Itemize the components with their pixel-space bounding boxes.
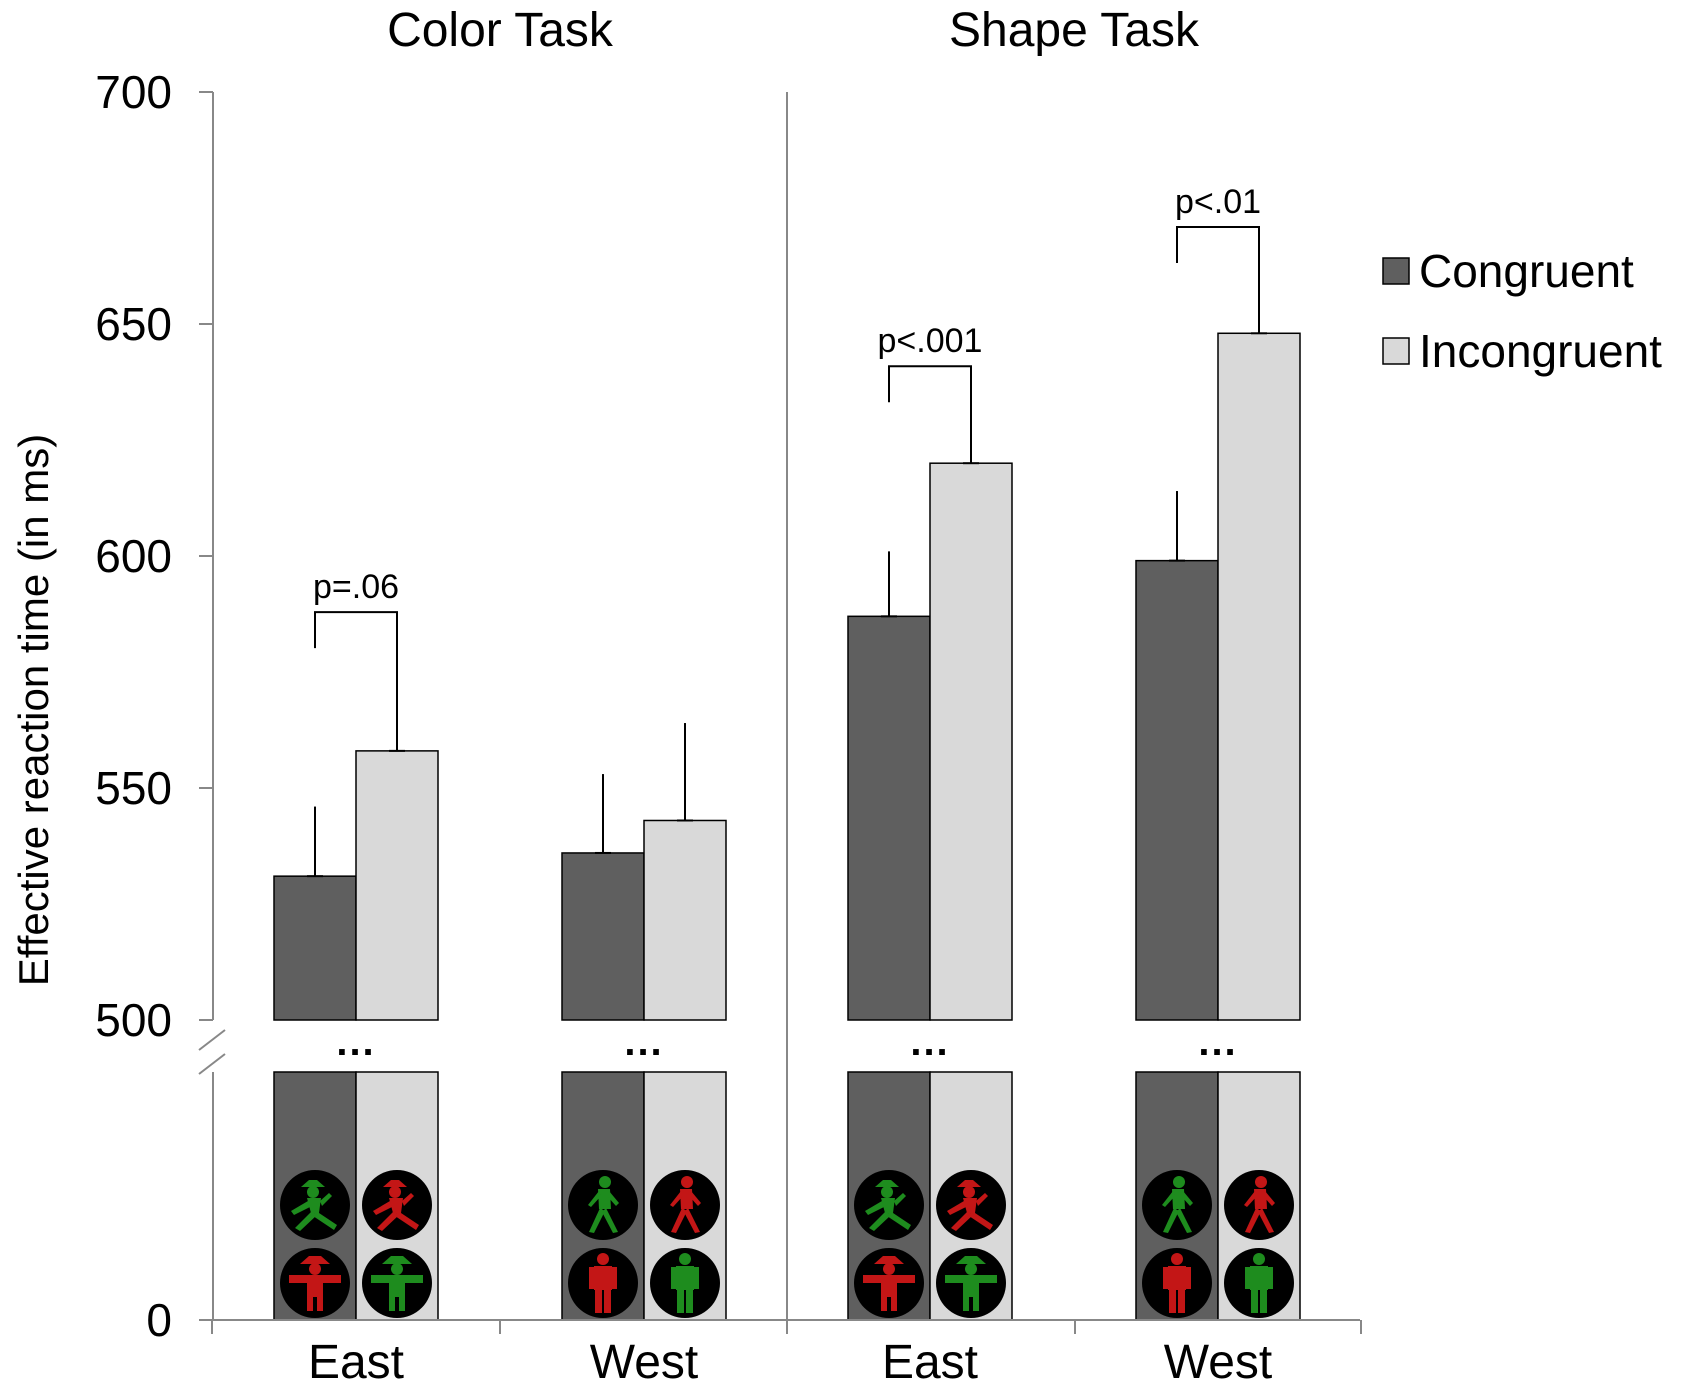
bar-1-1-0 [1135, 559, 1219, 1021]
bar-0-1-1 [643, 819, 727, 1021]
stand-red-icon-1-0 [854, 1248, 924, 1318]
y-tick-label-1: 500 [95, 994, 172, 1046]
stand-green-icon-1-0 [936, 1248, 1006, 1318]
break-dots-0-0: ... [336, 1020, 375, 1064]
legend-label-1: Incongruent [1419, 325, 1662, 377]
category-label-0-1: West [590, 1336, 698, 1385]
y-tick-label-2: 550 [95, 762, 172, 814]
legend-swatch-0 [1382, 257, 1410, 285]
break-dots-1-1: ... [1198, 1020, 1237, 1064]
significance-bracket-0-0 [314, 611, 398, 649]
significance-bracket-1-0 [888, 365, 972, 403]
y-tick-label-4: 650 [95, 298, 172, 350]
break-dots-0-1: ... [624, 1020, 663, 1064]
bar-1-0-1 [929, 462, 1013, 1021]
axis-break-mark-1 [198, 1029, 226, 1051]
legend-swatch-1 [1382, 337, 1410, 365]
stand-red-icon-0-1 [568, 1248, 638, 1318]
walk-green-icon-1-1 [1142, 1170, 1212, 1240]
significance-bracket-1-1 [1176, 226, 1260, 264]
walk-green-icon-0-0 [280, 1170, 350, 1240]
bar-0-0-0 [273, 875, 357, 1021]
significance-label-1-1: p<.01 [1175, 183, 1261, 221]
walk-green-icon-0-1 [568, 1170, 638, 1240]
bar-1-1-1 [1217, 332, 1301, 1021]
stand-red-icon-1-1 [1142, 1248, 1212, 1318]
axis-break-mark-2 [198, 1053, 226, 1075]
break-dots-1-0: ... [910, 1020, 949, 1064]
stand-green-icon-0-0 [362, 1248, 432, 1318]
bar-1-0-0 [847, 615, 931, 1021]
stand-green-icon-0-1 [650, 1248, 720, 1318]
stand-red-icon-0-0 [280, 1248, 350, 1318]
walk-green-icon-1-0 [854, 1170, 924, 1240]
significance-label-0-0: p=.06 [313, 568, 399, 606]
category-label-0-0: East [308, 1336, 404, 1385]
walk-red-icon-1-1 [1224, 1170, 1294, 1240]
legend-label-0: Congruent [1419, 245, 1634, 297]
stand-green-icon-1-1 [1224, 1248, 1294, 1318]
y-tick-label-0: 0 [146, 1294, 172, 1346]
y-axis-label: Effective reaction time (in ms) [10, 434, 57, 986]
category-label-1-1: West [1164, 1336, 1272, 1385]
bar-0-0-1 [355, 750, 439, 1021]
y-tick-label-3: 600 [95, 530, 172, 582]
significance-label-1-0: p<.001 [878, 322, 983, 360]
walk-red-icon-0-1 [650, 1170, 720, 1240]
category-label-1-0: East [882, 1336, 978, 1385]
walk-red-icon-0-0 [362, 1170, 432, 1240]
walk-red-icon-1-0 [936, 1170, 1006, 1240]
y-tick-label-5: 700 [95, 66, 172, 118]
panel-title-1: Shape Task [949, 4, 1200, 57]
panel-title-0: Color Task [387, 4, 614, 57]
bar-0-1-0 [561, 852, 645, 1021]
